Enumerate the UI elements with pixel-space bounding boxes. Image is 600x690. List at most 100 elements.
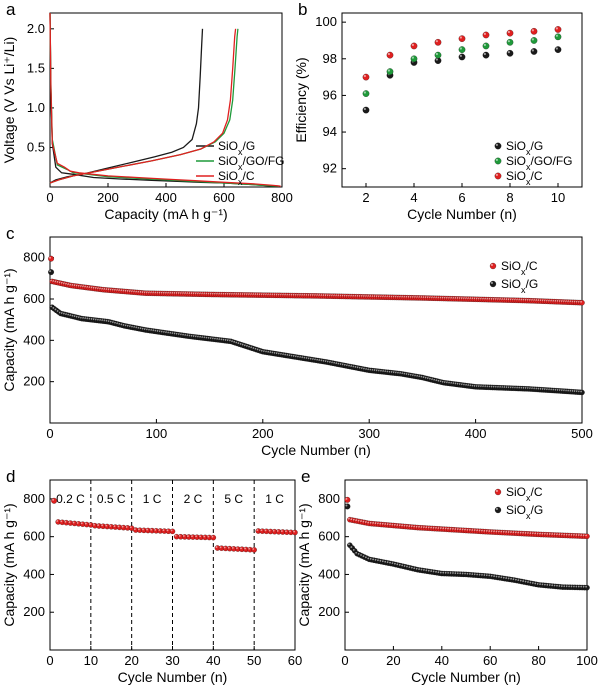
data-point-highlight [512, 578, 515, 581]
data-point [482, 51, 490, 59]
data-point-highlight [573, 533, 575, 536]
data-point [434, 38, 442, 46]
y-axis-label: Capacity (mA h g⁻¹) [1, 503, 17, 626]
data-point-highlight [391, 523, 394, 526]
data-point-highlight [363, 74, 366, 78]
legend-text-tail: /GO/FG [243, 154, 285, 168]
data-point-highlight [406, 524, 408, 527]
x-tick-label: 60 [483, 653, 497, 668]
data-point-highlight [442, 571, 445, 574]
series-line-discharge [49, 12, 281, 187]
data-point-highlight [425, 526, 428, 529]
data-point-highlight [478, 529, 481, 532]
data-point-highlight [471, 573, 474, 576]
data-point-highlight [374, 558, 377, 561]
data-point-highlight [243, 344, 246, 347]
x-tick-label: 0 [46, 426, 53, 441]
data-point-highlight [473, 573, 476, 576]
data-point-highlight [553, 533, 556, 536]
data-point-highlight [348, 517, 350, 520]
data-point-highlight [121, 525, 124, 528]
data-point-highlight [203, 535, 206, 538]
data-point-highlight [483, 574, 486, 576]
data-point-highlight [231, 547, 234, 549]
data-point-highlight [524, 531, 527, 534]
data-point [530, 27, 538, 35]
data-point-highlight [485, 574, 488, 577]
legend-text-tail: /C [531, 485, 543, 499]
data-point-highlight [512, 531, 515, 534]
legend-text-main: SiO [506, 485, 526, 499]
data-point-highlight [459, 54, 462, 57]
data-point-highlight [515, 578, 517, 581]
data-point-highlight [362, 520, 365, 523]
x-tick-label: 8 [506, 190, 513, 205]
data-point-first [344, 503, 351, 510]
data-point-highlight [52, 306, 55, 309]
data-point-highlight [398, 563, 401, 566]
data-point-highlight [519, 531, 522, 534]
x-tick-label: 100 [576, 653, 598, 668]
y-axis-label: Voltage (V Vs Li⁺/Li) [1, 37, 17, 163]
data-point [210, 534, 217, 541]
data-point-highlight [541, 532, 544, 535]
legend-marker-highlight [490, 263, 494, 267]
data-point-highlight [101, 524, 104, 527]
data-point-highlight [498, 576, 500, 578]
data-point-highlight [483, 529, 486, 532]
data-point-highlight [352, 549, 355, 551]
x-tick-label: 500 [571, 426, 593, 441]
legend-label: SiOx/C [501, 259, 538, 277]
data-point-highlight [531, 532, 534, 535]
data-point-highlight [435, 52, 438, 56]
legend-text-main: SiO [506, 503, 526, 517]
data-point-highlight [580, 534, 583, 537]
data-point-highlight [485, 529, 488, 532]
data-point-highlight [386, 561, 389, 564]
panel-b: 2 4 6 8 10 92 94 96 98 100 Cycle Number (n) Efficie… [293, 0, 583, 222]
data-point-highlight [469, 573, 471, 575]
data-point-highlight [522, 580, 525, 583]
data-point-highlight [256, 529, 259, 532]
data-point-highlight [447, 527, 450, 530]
legend-text-main: SiO [506, 154, 526, 168]
data-point-highlight [237, 342, 240, 345]
data-point-highlight [56, 520, 59, 522]
data-point-first [344, 496, 351, 503]
data-point-highlight [248, 345, 251, 348]
data-point-highlight [377, 522, 379, 525]
data-point-highlight [252, 347, 255, 349]
data-point [169, 528, 176, 535]
data-point-highlight [459, 36, 462, 39]
y-tick-label: 98 [323, 51, 337, 66]
data-point-highlight [113, 525, 116, 528]
x-tick-label: 0 [341, 653, 348, 668]
legend-text-sub: x [526, 177, 531, 187]
data-point-highlight [476, 573, 479, 576]
data-point-highlight [575, 585, 578, 588]
data-point-highlight [384, 560, 387, 563]
legend-label: SiOx/GO/FG [218, 154, 285, 172]
data-point [362, 73, 370, 81]
data-point-highlight [563, 585, 566, 588]
data-point-highlight [555, 34, 558, 37]
data-point-highlight [386, 523, 389, 526]
data-point-highlight [553, 584, 556, 587]
data-point-highlight [483, 52, 486, 56]
data-point-highlight [389, 561, 391, 564]
legend-text-main: SiO [501, 277, 521, 291]
data-point [386, 51, 394, 59]
data-point-highlight [423, 526, 425, 529]
data-point-highlight [84, 522, 87, 525]
data-point-highlight [517, 531, 520, 534]
data-point-highlight [483, 43, 486, 46]
x-tick-label: 300 [358, 426, 380, 441]
data-point-highlight [430, 526, 433, 529]
y-tick-label: 1.0 [27, 100, 45, 115]
data-point-highlight [531, 29, 534, 32]
data-point-highlight [577, 534, 580, 537]
data-point-highlight [551, 584, 554, 587]
data-point-highlight [495, 575, 498, 578]
data-point-highlight [519, 579, 522, 582]
